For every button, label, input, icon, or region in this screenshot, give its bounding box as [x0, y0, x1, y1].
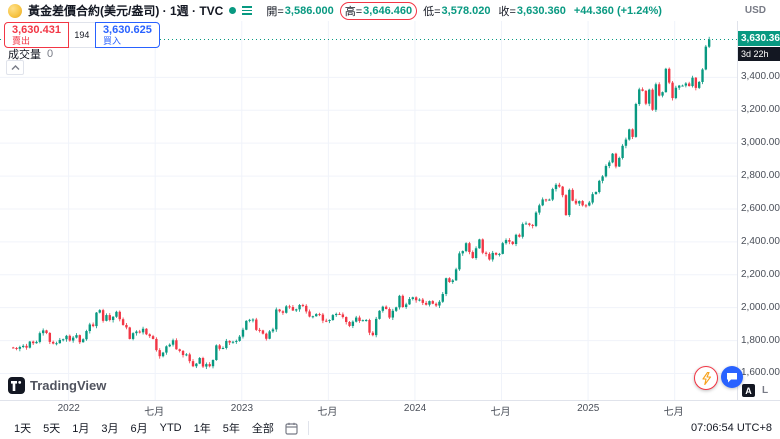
quick-trade-button[interactable] — [694, 366, 718, 390]
time-axis-label: 七月 — [317, 407, 338, 418]
tradingview-logo-icon — [8, 377, 25, 394]
open-stat: 開= 3,586.000 — [266, 4, 334, 18]
low-stat: 低= 3,578.020 — [423, 4, 491, 18]
buy-price: 3,630.625 — [102, 24, 152, 36]
chevron-up-icon — [11, 64, 19, 70]
symbol-title[interactable]: 黃金差價合約(美元/盎司) · 1週 · TVC — [28, 4, 224, 18]
log-scale-button[interactable]: L — [762, 385, 769, 396]
price-axis-label: 2,000.000 — [741, 301, 780, 313]
time-axis-label: 2024 — [403, 403, 427, 414]
time-axis-label: 2023 — [230, 403, 254, 414]
price-axis-label: 2,400.000 — [741, 235, 780, 247]
range-button-全部[interactable]: 全部 — [246, 419, 280, 437]
time-axis-label: 七月 — [663, 407, 684, 418]
range-button-3月[interactable]: 3月 — [95, 419, 124, 437]
market-status-dot-icon[interactable] — [229, 7, 237, 14]
price-axis-label: 3,400.000 — [741, 71, 780, 83]
clock-timezone-button[interactable]: 07:06:54 UTC+8 — [690, 422, 772, 434]
time-axis-label: 2022 — [57, 403, 80, 414]
chat-button[interactable] — [721, 366, 743, 388]
range-button-1天[interactable]: 1天 — [8, 419, 37, 437]
spread-value: 194 — [68, 22, 95, 48]
volume-legend[interactable]: 成交量 0 — [8, 48, 54, 61]
price-axis-label: 3,000.000 — [741, 137, 780, 149]
range-buttons: 1天 5天 1月 3月 6月 YTD 1年 5年 全部 — [8, 419, 280, 437]
price-axis-label: 2,600.000 — [741, 202, 780, 214]
time-axis-label: 七月 — [490, 407, 511, 418]
symbol-header: 黃金差價合約(美元/盎司) · 1週 · TVC 開= 3,586.000 高= 3… — [0, 0, 780, 21]
lightning-icon — [701, 371, 711, 385]
calendar-icon — [285, 422, 298, 435]
toolbar-divider — [307, 421, 309, 435]
auto-scale-button[interactable]: A — [742, 384, 755, 397]
bottom-toolbar: 1天 5天 1月 3月 6月 YTD 1年 5年 全部 07:06:54 UTC+8 — [0, 417, 780, 439]
last-price-badge: 3,630.360 — [738, 31, 780, 47]
price-axis-label: 2,800.000 — [741, 170, 780, 182]
range-button-1年[interactable]: 1年 — [188, 419, 217, 437]
bar-countdown-badge: 3d 22h — [738, 47, 780, 62]
price-axis-label: 3,200.000 — [741, 104, 780, 116]
price-axis-label: 1,600.000 — [741, 367, 780, 379]
time-axis[interactable]: 2022 七月 2023 七月 2024 七月 2025 七月 — [0, 400, 780, 418]
go-to-date-button[interactable] — [280, 421, 303, 436]
time-axis-label: 2025 — [577, 403, 600, 414]
price-axis[interactable]: 3,630.360 3d 22h A L 3,400.000 3,200.000 3… — [737, 0, 780, 400]
price-chart[interactable] — [0, 0, 737, 400]
time-axis-label: 七月 — [144, 407, 165, 418]
high-stat-red-annotation: 高= 3,646.460 — [339, 1, 418, 20]
sell-price: 3,630.431 — [12, 24, 61, 36]
currency-label[interactable]: USD — [744, 5, 766, 16]
scale-buttons: A L — [742, 384, 768, 397]
tradingview-wordmark: TradingView — [30, 378, 107, 393]
candles — [12, 36, 711, 370]
range-button-YTD[interactable]: YTD — [154, 421, 188, 435]
gold-symbol-icon — [8, 3, 22, 18]
sell-button[interactable]: 3,630.431 賣出 — [4, 22, 69, 48]
range-button-6月[interactable]: 6月 — [125, 419, 154, 437]
grid-lines — [0, 21, 737, 400]
tradingview-attribution[interactable]: TradingView — [8, 377, 106, 394]
symbol-menu-icon[interactable] — [242, 6, 253, 15]
price-axis-label: 2,200.000 — [741, 268, 780, 280]
chat-bubble-icon — [727, 372, 737, 382]
legend-collapse-button[interactable] — [6, 60, 24, 75]
buy-button[interactable]: 3,630.625 買入 — [94, 22, 160, 48]
price-change: +44.360 (+1.24%) — [573, 4, 662, 17]
volume-value: 0 — [47, 48, 54, 60]
range-button-1月[interactable]: 1月 — [66, 419, 95, 437]
ohlc-stats: 開= 3,586.000 高= 3,646.460 低= 3,578.020 收= 3,… — [266, 1, 662, 20]
trade-widget: 3,630.431 賣出 194 3,630.625 買入 — [4, 22, 160, 48]
range-button-5年[interactable]: 5年 — [217, 419, 246, 437]
range-button-5天[interactable]: 5天 — [37, 419, 66, 437]
close-stat: 收= 3,630.360 — [498, 4, 566, 18]
price-axis-label: 1,800.000 — [741, 334, 780, 346]
